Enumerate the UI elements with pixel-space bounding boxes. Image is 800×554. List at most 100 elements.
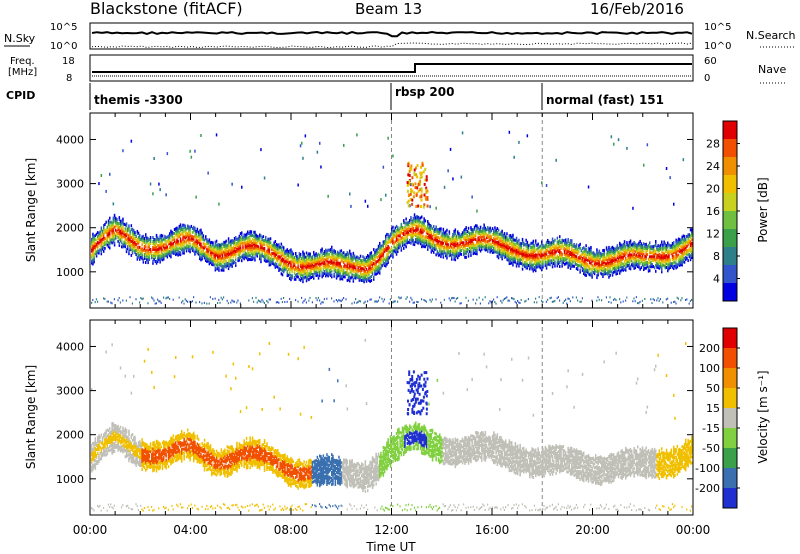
echo-cell — [526, 266, 529, 270]
echo-cell — [363, 278, 365, 282]
echo-cell — [284, 252, 286, 256]
echo-cell — [344, 253, 346, 257]
echo-cell — [484, 240, 487, 244]
echo-cell — [308, 272, 310, 276]
echo-cell — [451, 239, 453, 243]
echo-cell — [497, 232, 500, 236]
echo-cell — [199, 239, 201, 243]
echo-cell — [499, 250, 501, 254]
echo-cell — [106, 227, 109, 231]
echo-cell — [386, 232, 388, 236]
echo-cell — [223, 266, 225, 270]
echo-cell — [98, 233, 100, 237]
echo-cell — [155, 245, 158, 249]
echo-cell — [428, 236, 430, 240]
echo-cell — [566, 245, 568, 249]
echo-cell — [589, 249, 591, 253]
echo-cell — [495, 302, 497, 305]
echo-cell — [259, 247, 261, 251]
echo-cell — [170, 253, 172, 257]
echo-cell — [260, 256, 262, 260]
echo-cell — [323, 264, 326, 267]
echo-cell — [487, 228, 489, 232]
echo-cell — [309, 262, 311, 266]
echo-cell — [538, 245, 541, 249]
echo-cell — [269, 263, 272, 267]
echo-cell — [530, 247, 532, 251]
echo-cell — [610, 254, 613, 258]
echo-cell — [221, 266, 224, 270]
echo-cell — [580, 249, 583, 253]
echo-cell — [345, 270, 347, 274]
echo-cell — [314, 259, 316, 263]
echo-cell — [445, 236, 447, 240]
echo-cell — [331, 297, 333, 300]
echo-cell — [377, 246, 380, 250]
echo-cell — [439, 231, 441, 235]
echo-cell — [261, 242, 263, 246]
echo-cell — [487, 234, 489, 238]
echo-cell — [346, 270, 349, 274]
echo-cell — [473, 235, 476, 239]
echo-cell — [319, 267, 321, 271]
echo-cell — [130, 224, 133, 228]
echo-cell — [113, 215, 116, 219]
echo-cell — [225, 259, 227, 263]
echo-cell — [253, 300, 255, 303]
echo-cell — [140, 247, 142, 251]
echo-cell — [154, 244, 157, 248]
echo-cell — [497, 236, 500, 240]
echo-cell — [548, 244, 550, 248]
echo-cell — [611, 245, 614, 249]
echo-cell — [533, 254, 536, 258]
echo-cell — [578, 260, 580, 264]
echo-cell — [224, 256, 226, 260]
echo-cell — [349, 257, 351, 261]
echo-cell — [580, 265, 583, 269]
echo-cell — [583, 264, 585, 268]
echo-cell — [143, 249, 146, 252]
echo-cell — [603, 264, 605, 268]
echo-cell — [124, 243, 127, 247]
echo-cell — [470, 226, 472, 230]
freq-tick-high: 18 — [62, 56, 75, 67]
echo-cell — [367, 300, 369, 303]
echo-cell — [364, 261, 367, 265]
echo-cell — [194, 234, 196, 238]
echo-cell — [519, 257, 521, 261]
echo-cell — [287, 252, 290, 255]
echo-cell — [477, 244, 479, 248]
echo-cell — [470, 228, 472, 232]
echo-cell — [205, 235, 207, 239]
echo-cell — [608, 253, 610, 257]
echo-cell — [489, 228, 491, 232]
echo-cell — [322, 252, 325, 255]
echo-cell — [527, 246, 530, 250]
echo-cell — [319, 261, 321, 265]
echo-cell — [217, 257, 219, 261]
echo-cell — [389, 248, 392, 252]
echo-cell — [208, 262, 211, 266]
echo-cell — [561, 254, 563, 258]
echo-cell — [488, 235, 490, 239]
echo-cell — [632, 206, 634, 210]
echo-cell — [286, 272, 289, 276]
echo-cell — [527, 252, 530, 256]
echo-cell — [224, 240, 226, 244]
echo-cell — [464, 230, 466, 233]
echo-cell — [428, 228, 430, 232]
echo-cell — [193, 296, 195, 299]
echo-cell — [549, 253, 551, 257]
echo-cell — [394, 230, 397, 234]
echo-cell — [261, 238, 263, 242]
echo-cell — [265, 253, 267, 257]
echo-cell — [159, 188, 161, 192]
echo-cell — [369, 279, 371, 283]
echo-cell — [469, 244, 471, 248]
echo-cell — [189, 248, 191, 252]
echo-cell — [151, 254, 153, 258]
echo-cell — [501, 247, 503, 251]
echo-cell — [584, 257, 586, 261]
echo-cell — [218, 247, 220, 250]
echo-cell — [416, 217, 418, 220]
